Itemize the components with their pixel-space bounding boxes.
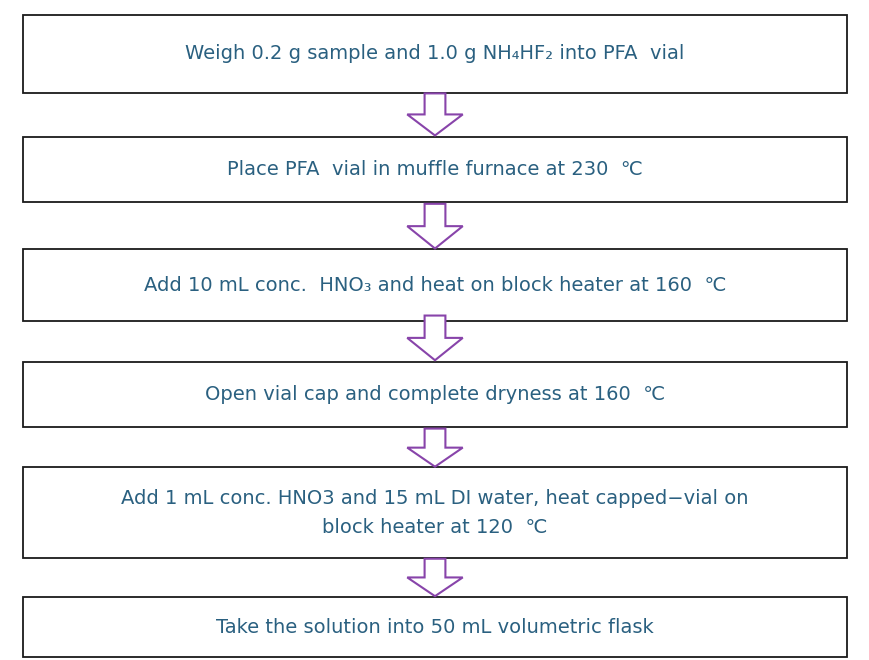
Polygon shape — [407, 94, 462, 135]
Polygon shape — [407, 204, 462, 249]
Bar — [23, 137, 846, 203]
Text: Add 1 mL conc. HNO3 and 15 mL DI water, heat capped−vial on
block heater at 120 : Add 1 mL conc. HNO3 and 15 mL DI water, … — [121, 489, 748, 537]
Bar — [23, 15, 846, 93]
Text: Place PFA  vial in muffle furnace at 230  ℃: Place PFA vial in muffle furnace at 230 … — [227, 160, 642, 179]
Bar — [23, 249, 846, 321]
Bar — [23, 467, 846, 558]
Text: Add 10 mL conc.  HNO₃ and heat on block heater at 160  ℃: Add 10 mL conc. HNO₃ and heat on block h… — [143, 276, 726, 295]
Text: Open vial cap and complete dryness at 160  ℃: Open vial cap and complete dryness at 16… — [205, 385, 664, 404]
Text: Weigh 0.2 g sample and 1.0 g NH₄HF₂ into PFA  vial: Weigh 0.2 g sample and 1.0 g NH₄HF₂ into… — [185, 44, 684, 63]
Bar — [23, 597, 846, 657]
Bar — [23, 362, 846, 427]
Polygon shape — [407, 315, 462, 360]
Polygon shape — [407, 428, 462, 467]
Polygon shape — [407, 559, 462, 596]
Text: Take the solution into 50 mL volumetric flask: Take the solution into 50 mL volumetric … — [216, 618, 653, 636]
